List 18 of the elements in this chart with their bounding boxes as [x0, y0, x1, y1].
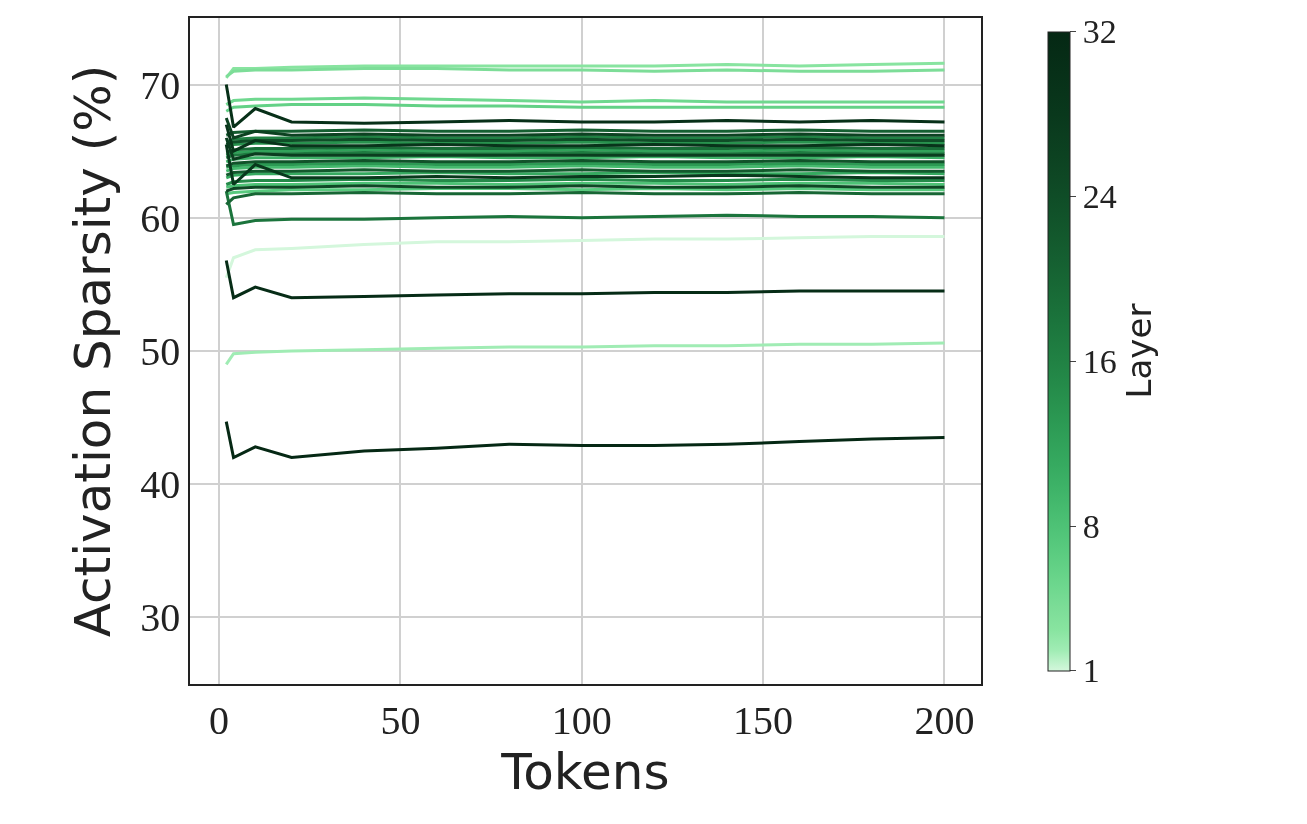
color-bar-label: 16: [1082, 343, 1117, 381]
x-tick-label: 0: [209, 697, 230, 743]
color-bar-label: 32: [1082, 13, 1117, 51]
x-axis-title: Tokens: [500, 742, 670, 801]
color-bar-label: 1: [1082, 652, 1100, 690]
x-tick-label: 200: [914, 697, 975, 743]
x-tick-label: 100: [551, 697, 612, 743]
x-tick-label: 50: [380, 697, 421, 743]
x-tick-label: 150: [733, 697, 794, 743]
color-bar-label: 8: [1082, 508, 1100, 546]
y-axis-title: Activation Sparsity (%): [63, 64, 122, 638]
y-tick-label: 70: [140, 62, 181, 108]
y-tick-label: 60: [140, 195, 181, 241]
y-tick-label: 40: [140, 462, 181, 508]
color-bar-label: 24: [1082, 178, 1117, 216]
y-tick-label: 50: [140, 329, 181, 374]
y-tick-label: 30: [140, 595, 181, 641]
color-bar-title: Layer: [1118, 303, 1159, 399]
